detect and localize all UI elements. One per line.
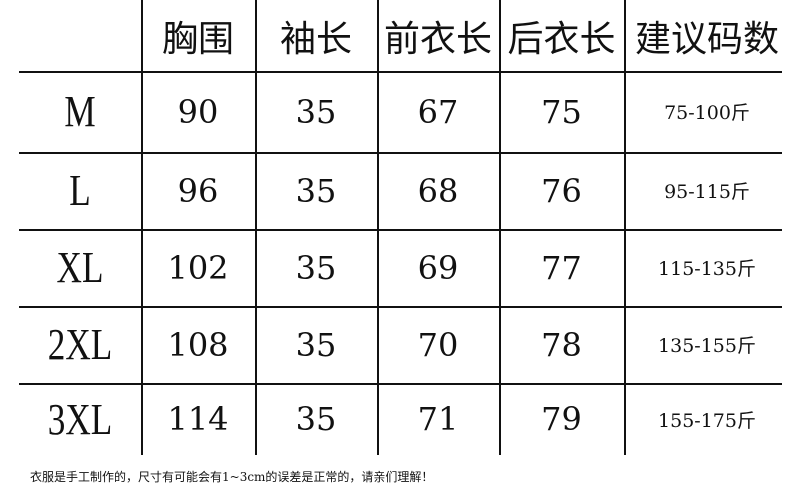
sleeve-value: 35	[295, 325, 337, 364]
back-length-value: 79	[541, 400, 582, 438]
back-length-value-cell: 77	[499, 229, 624, 306]
recommended-value: 155-175斤	[658, 409, 756, 432]
front-length-value: 71	[417, 400, 459, 438]
column-header: 前衣长	[383, 18, 492, 60]
sleeve-value-cell: 35	[255, 383, 377, 455]
column-divider	[141, 0, 143, 455]
back-length-value-cell: 76	[499, 152, 624, 229]
column-divider	[377, 0, 379, 455]
row-divider	[19, 383, 782, 385]
front-length-value: 67	[417, 92, 459, 131]
row-divider	[19, 229, 782, 231]
sleeve-value-cell: 35	[255, 71, 377, 152]
chest-value: 108	[167, 325, 229, 364]
chest-value: 102	[167, 248, 229, 287]
column-header-cell: 袖长	[255, 0, 377, 71]
size-label: XL	[56, 243, 104, 292]
chest-value-cell: 96	[141, 152, 255, 229]
size-label-cell: 2XL	[31, 306, 129, 383]
recommended-value-cell: 135-155斤	[624, 306, 790, 383]
sleeve-value: 35	[295, 248, 337, 287]
column-divider	[255, 0, 257, 455]
sleeve-value-cell: 35	[255, 229, 377, 306]
column-header: 胸围	[161, 18, 234, 60]
back-length-value: 76	[541, 171, 582, 210]
sleeve-value-cell: 35	[255, 152, 377, 229]
front-length-value-cell: 69	[377, 229, 499, 306]
chest-value-cell: 102	[141, 229, 255, 306]
row-divider	[19, 71, 782, 73]
footnote: 衣服是手工制作的，尺寸有可能会有1~3cm的误差是正常的，请亲们理解！	[30, 470, 434, 484]
size-label-cell: XL	[31, 229, 129, 306]
row-divider	[19, 306, 782, 308]
chest-value: 114	[167, 400, 229, 438]
chest-value-cell: 114	[141, 383, 255, 455]
back-length-value-cell: 78	[499, 306, 624, 383]
column-header: 后衣长	[507, 18, 616, 60]
front-length-value-cell: 70	[377, 306, 499, 383]
front-length-value-cell: 67	[377, 71, 499, 152]
back-length-value: 77	[541, 248, 582, 287]
column-header: 建议码数	[634, 18, 779, 60]
chest-value-cell: 90	[141, 71, 255, 152]
back-length-value: 78	[541, 325, 582, 364]
size-label: 2XL	[47, 320, 113, 369]
size-label-cell: 3XL	[31, 383, 129, 455]
recommended-value: 135-155斤	[658, 335, 756, 357]
size-label-cell: M	[31, 71, 129, 152]
row-divider	[19, 152, 782, 154]
sleeve-value: 35	[295, 171, 337, 210]
back-length-value: 75	[541, 92, 582, 131]
size-label-cell: L	[31, 152, 129, 229]
chest-value: 96	[177, 171, 219, 210]
recommended-value-cell: 155-175斤	[624, 383, 790, 455]
back-length-value-cell: 79	[499, 383, 624, 455]
chest-value: 90	[177, 92, 219, 131]
column-header-cell: 前衣长	[377, 0, 499, 71]
front-length-value: 70	[417, 325, 459, 364]
front-length-value: 68	[417, 171, 459, 210]
column-header-cell: 建议码数	[624, 0, 790, 71]
chest-value-cell: 108	[141, 306, 255, 383]
size-label: L	[69, 166, 91, 215]
recommended-value: 115-135斤	[658, 258, 756, 280]
front-length-value: 69	[417, 248, 459, 287]
recommended-value-cell: 75-100斤	[624, 71, 790, 152]
column-divider	[499, 0, 501, 455]
column-header-cell: 后衣长	[499, 0, 624, 71]
size-label: M	[64, 87, 96, 136]
column-header: 袖长	[279, 18, 352, 60]
recommended-value-cell: 115-135斤	[624, 229, 790, 306]
size-label: 3XL	[47, 394, 113, 444]
recommended-value-cell: 95-115斤	[624, 152, 790, 229]
sleeve-value-cell: 35	[255, 306, 377, 383]
back-length-value-cell: 75	[499, 71, 624, 152]
front-length-value-cell: 68	[377, 152, 499, 229]
column-header-cell: 胸围	[141, 0, 255, 71]
recommended-value: 95-115斤	[664, 181, 750, 203]
front-length-value-cell: 71	[377, 383, 499, 455]
recommended-value: 75-100斤	[664, 102, 750, 124]
sleeve-value: 35	[295, 400, 337, 438]
column-divider	[624, 0, 626, 455]
sleeve-value: 35	[295, 92, 337, 131]
